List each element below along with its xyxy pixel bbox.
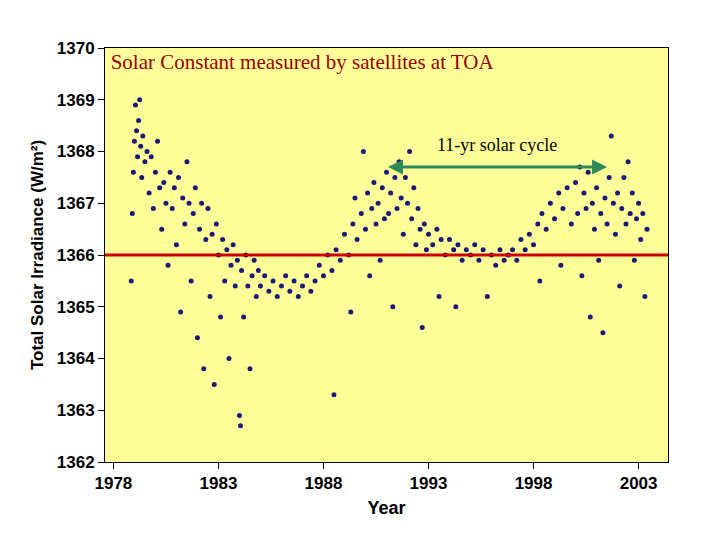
- svg-text:Solar Constant measured by sat: Solar Constant measured by satellites at…: [111, 50, 495, 74]
- svg-text:2003: 2003: [620, 474, 658, 493]
- svg-text:1998: 1998: [515, 474, 553, 493]
- svg-text:Year: Year: [367, 498, 405, 518]
- svg-text:1363: 1363: [57, 401, 95, 420]
- svg-text:1978: 1978: [94, 474, 132, 493]
- svg-text:11-yr solar cycle: 11-yr solar cycle: [437, 135, 557, 155]
- svg-text:1370: 1370: [57, 39, 95, 58]
- svg-text:1369: 1369: [57, 91, 95, 110]
- svg-text:1365: 1365: [57, 298, 95, 317]
- svg-text:1368: 1368: [57, 142, 95, 161]
- svg-text:1362: 1362: [57, 453, 95, 472]
- svg-text:1366: 1366: [57, 246, 95, 265]
- svg-text:1993: 1993: [410, 474, 448, 493]
- svg-text:Total Solar Irradiance (W/m²): Total Solar Irradiance (W/m²): [28, 140, 47, 370]
- svg-text:1367: 1367: [57, 194, 95, 213]
- svg-text:1983: 1983: [200, 474, 238, 493]
- svg-text:1364: 1364: [57, 349, 95, 368]
- svg-text:1988: 1988: [305, 474, 343, 493]
